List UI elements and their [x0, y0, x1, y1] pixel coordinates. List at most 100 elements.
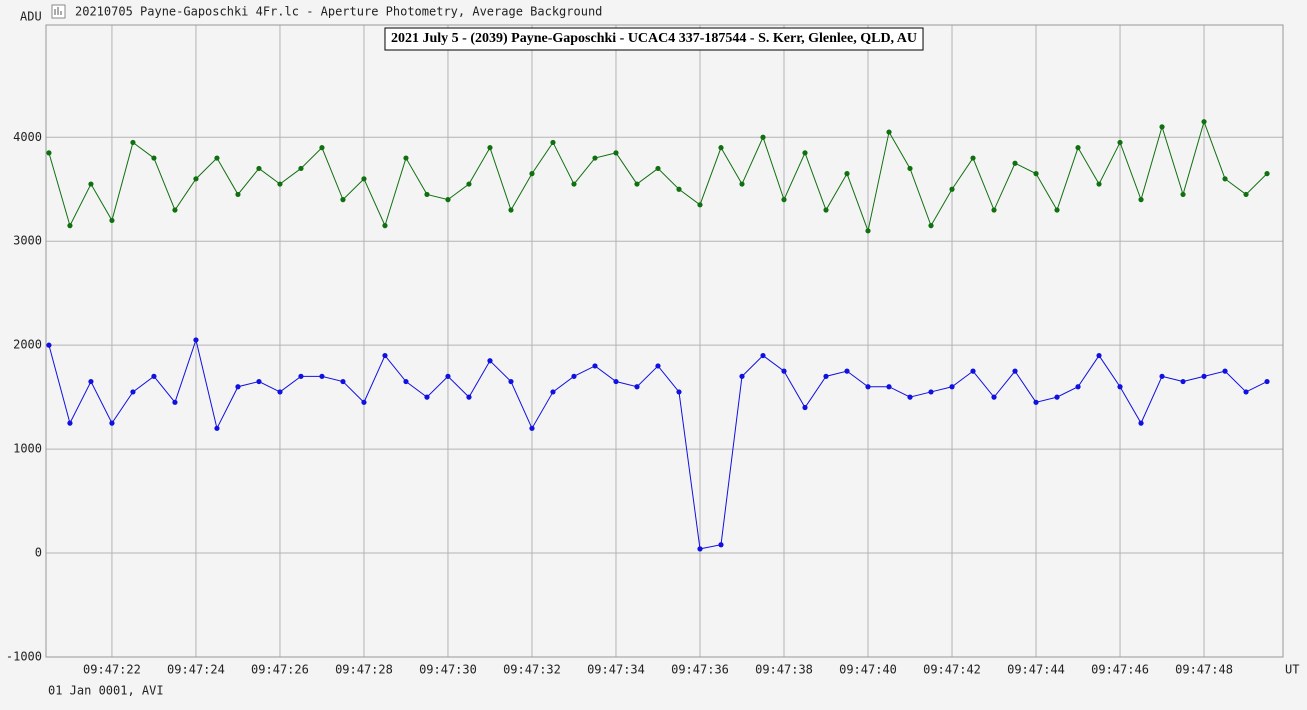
x-tick-label: 09:47:28: [335, 663, 393, 677]
data-point: [529, 171, 535, 177]
data-point: [865, 384, 871, 390]
data-point: [1222, 368, 1228, 374]
data-point: [907, 165, 913, 172]
data-point: [802, 150, 808, 156]
data-point: [781, 197, 787, 203]
data-point: [1054, 207, 1060, 213]
y-tick-label: 3000: [13, 234, 42, 248]
data-point: [67, 420, 73, 426]
data-point: [1222, 176, 1228, 182]
data-point: [403, 378, 409, 385]
data-point: [361, 176, 367, 182]
data-point: [214, 425, 220, 431]
marks: [46, 119, 1270, 552]
footer: 01 Jan 0001, AVI: [48, 684, 164, 698]
data-point: [1243, 191, 1249, 198]
data-point: [487, 145, 493, 151]
data-point: [634, 181, 640, 187]
data-point: [130, 389, 136, 395]
x-tick-label: 09:47:22: [83, 663, 141, 677]
data-point: [1075, 145, 1081, 151]
data-point: [46, 150, 52, 156]
data-point: [508, 378, 514, 385]
data-point: [277, 389, 283, 395]
data-point: [655, 363, 661, 369]
data-point: [1096, 352, 1102, 359]
data-point: [1201, 373, 1207, 379]
grid: [46, 25, 1283, 658]
data-point: [844, 171, 850, 177]
data-point: [382, 223, 388, 229]
data-point: [193, 176, 199, 182]
data-point: [256, 378, 262, 385]
data-point: [340, 197, 346, 203]
data-point: [109, 217, 115, 224]
data-point: [88, 378, 94, 385]
data-point: [655, 165, 661, 172]
data-point: [676, 389, 682, 395]
plot-frame: [45, 24, 1284, 658]
data-point: [928, 223, 934, 229]
data-point: [1096, 181, 1102, 187]
data-point: [1117, 139, 1123, 146]
data-point: [466, 181, 472, 187]
data-point: [1243, 389, 1249, 395]
data-point: [970, 155, 976, 161]
x-tick-label: 09:47:34: [587, 663, 645, 677]
x-tick-label: 09:47:46: [1091, 663, 1149, 677]
data-point: [697, 546, 703, 552]
data-point: [1012, 160, 1018, 166]
data-point: [760, 352, 766, 359]
data-point: [214, 155, 220, 161]
data-point: [403, 155, 409, 161]
x-tick-label: 09:47:36: [671, 663, 729, 677]
data-point: [1012, 368, 1018, 374]
data-point: [256, 165, 262, 172]
chart-title: 2021 July 5 - (2039) Payne-Gaposchki - U…: [391, 31, 917, 46]
data-point: [550, 139, 556, 146]
data-point: [319, 373, 325, 379]
data-point: [151, 155, 157, 161]
data-point: [844, 368, 850, 374]
data-point: [382, 352, 388, 359]
data-point: [970, 368, 976, 374]
data-point: [424, 394, 430, 400]
data-point: [1033, 171, 1039, 177]
data-point: [172, 399, 178, 405]
data-point: [550, 389, 556, 395]
data-point: [1201, 119, 1207, 125]
data-point: [508, 207, 514, 213]
data-point: [151, 373, 157, 379]
data-point: [571, 181, 577, 187]
data-point: [46, 342, 52, 348]
y-tick-label: 4000: [13, 130, 42, 144]
data-point: [718, 145, 724, 151]
data-point: [319, 145, 325, 151]
data-point: [445, 197, 451, 203]
data-point: [1054, 394, 1060, 400]
x-tick-label: 09:47:40: [839, 663, 897, 677]
data-point: [235, 191, 241, 198]
data-point: [1180, 191, 1186, 198]
data-point: [571, 373, 577, 379]
data-point: [529, 425, 535, 431]
data-point: [886, 384, 892, 390]
title-box: [384, 27, 924, 51]
y-tick-label: -1000: [6, 650, 42, 664]
data-point: [1180, 378, 1186, 385]
data-point: [130, 139, 136, 146]
data-point: [739, 181, 745, 187]
data-point: [760, 134, 766, 140]
x-tick-label: 09:47:24: [167, 663, 225, 677]
x-tick-label: 09:47:42: [923, 663, 981, 677]
data-point: [445, 373, 451, 379]
x-tick-label: 09:47:38: [755, 663, 813, 677]
data-point: [886, 129, 892, 135]
data-point: [298, 165, 304, 172]
data-point: [1264, 378, 1270, 385]
data-point: [991, 207, 997, 213]
window-title: 20210705 Payne-Gaposchki 4Fr.lc - Apertu…: [75, 5, 602, 19]
data-point: [823, 207, 829, 213]
